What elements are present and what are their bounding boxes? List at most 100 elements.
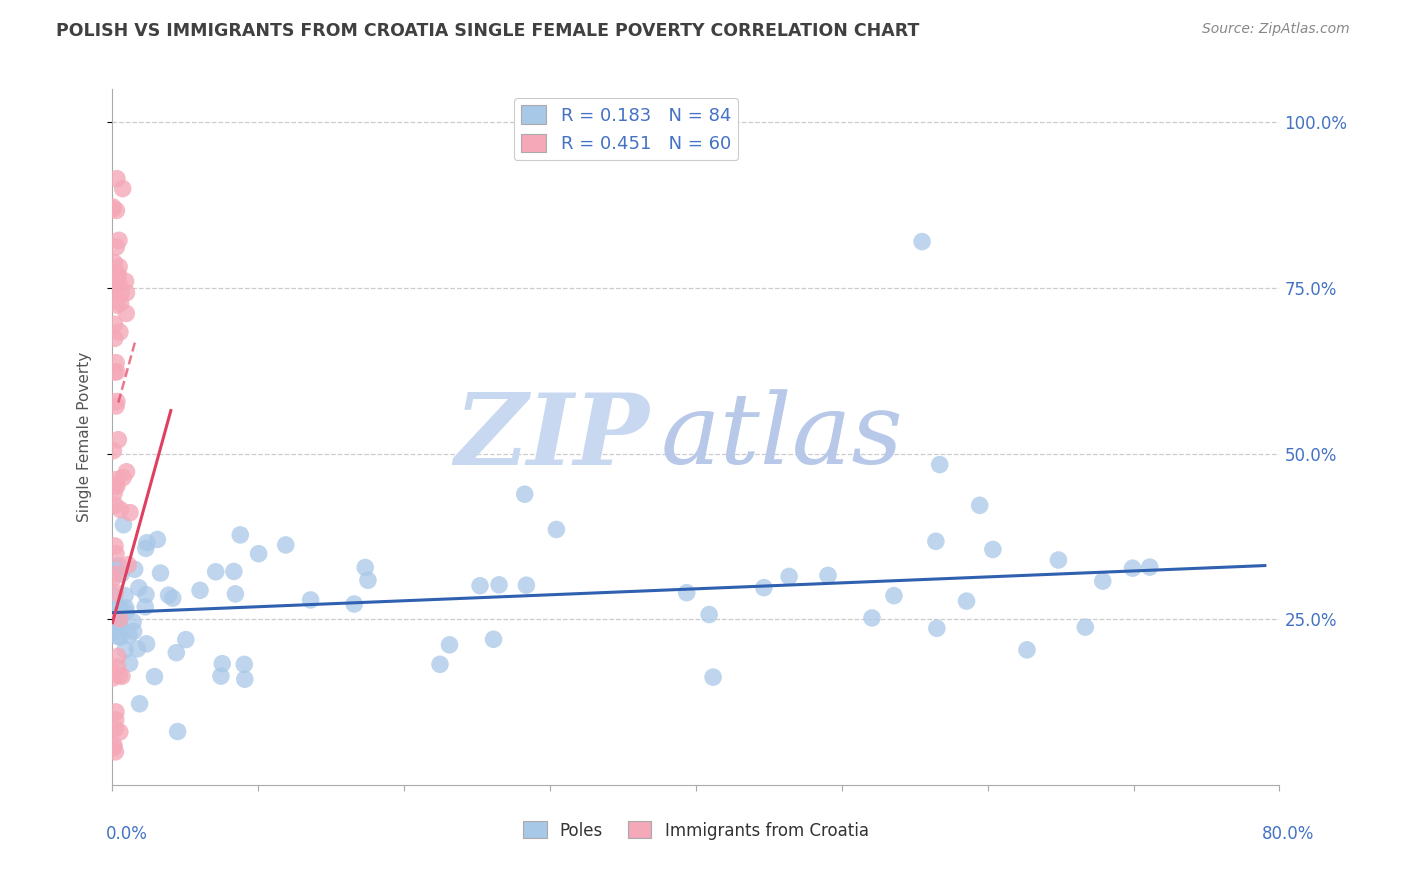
- Point: [104, 624, 127, 638]
- Point: [146, 533, 169, 547]
- Point: [128, 697, 150, 711]
- Point: [103, 443, 125, 458]
- Point: [110, 567, 132, 582]
- Point: [104, 498, 127, 512]
- Point: [357, 574, 380, 588]
- Point: [515, 578, 537, 592]
- Point: [101, 202, 124, 216]
- Point: [143, 670, 166, 684]
- Point: [104, 566, 127, 581]
- Point: [104, 271, 127, 285]
- Point: [114, 642, 136, 657]
- Point: [110, 285, 132, 300]
- Text: atlas: atlas: [661, 390, 904, 484]
- Point: [233, 672, 256, 686]
- Point: [188, 583, 211, 598]
- Point: [118, 628, 141, 642]
- Point: [107, 268, 129, 282]
- Point: [104, 585, 127, 599]
- Point: [105, 356, 128, 370]
- Point: [110, 502, 132, 516]
- Point: [108, 601, 131, 615]
- Legend: Poles, Immigrants from Croatia: Poles, Immigrants from Croatia: [516, 814, 876, 847]
- Point: [135, 588, 157, 602]
- Point: [752, 581, 775, 595]
- Point: [103, 365, 125, 379]
- Point: [105, 473, 128, 487]
- Point: [204, 565, 226, 579]
- Point: [928, 458, 950, 472]
- Point: [115, 306, 138, 320]
- Point: [439, 638, 461, 652]
- Point: [162, 591, 184, 606]
- Point: [778, 569, 800, 583]
- Point: [107, 277, 129, 291]
- Point: [981, 542, 1004, 557]
- Point: [104, 713, 127, 727]
- Point: [105, 479, 128, 493]
- Point: [105, 365, 128, 379]
- Point: [122, 624, 145, 639]
- Point: [112, 517, 135, 532]
- Point: [1122, 561, 1144, 575]
- Text: ZIP: ZIP: [454, 389, 650, 485]
- Point: [124, 562, 146, 576]
- Point: [103, 613, 125, 627]
- Point: [105, 705, 128, 719]
- Point: [107, 649, 129, 664]
- Point: [104, 589, 127, 603]
- Point: [108, 668, 131, 682]
- Point: [343, 597, 366, 611]
- Point: [1139, 560, 1161, 574]
- Point: [111, 669, 134, 683]
- Point: [104, 745, 127, 759]
- Point: [157, 588, 180, 602]
- Point: [122, 615, 145, 629]
- Point: [468, 579, 491, 593]
- Point: [101, 572, 124, 586]
- Point: [103, 665, 125, 680]
- Point: [1015, 643, 1038, 657]
- Point: [107, 660, 129, 674]
- Point: [105, 171, 128, 186]
- Text: POLISH VS IMMIGRANTS FROM CROATIA SINGLE FEMALE POVERTY CORRELATION CHART: POLISH VS IMMIGRANTS FROM CROATIA SINGLE…: [56, 22, 920, 40]
- Point: [101, 671, 124, 685]
- Point: [107, 630, 129, 644]
- Point: [103, 740, 125, 755]
- Point: [299, 593, 322, 607]
- Point: [697, 607, 720, 622]
- Point: [149, 566, 172, 580]
- Point: [104, 722, 127, 736]
- Point: [925, 534, 948, 549]
- Point: [969, 499, 991, 513]
- Point: [108, 725, 131, 739]
- Point: [114, 605, 136, 619]
- Point: [111, 181, 134, 195]
- Point: [209, 669, 232, 683]
- Point: [108, 325, 131, 339]
- Point: [105, 240, 128, 254]
- Point: [103, 560, 125, 574]
- Point: [165, 646, 187, 660]
- Point: [546, 523, 568, 537]
- Point: [247, 547, 270, 561]
- Text: 80.0%: 80.0%: [1263, 825, 1315, 843]
- Point: [211, 657, 233, 671]
- Point: [136, 535, 159, 549]
- Point: [103, 607, 125, 622]
- Point: [103, 317, 125, 331]
- Point: [702, 670, 724, 684]
- Point: [104, 478, 127, 492]
- Point: [817, 568, 839, 582]
- Point: [114, 589, 136, 603]
- Point: [104, 267, 127, 281]
- Point: [103, 284, 125, 298]
- Point: [174, 632, 197, 647]
- Point: [274, 538, 297, 552]
- Point: [229, 528, 252, 542]
- Point: [104, 539, 127, 553]
- Point: [955, 594, 977, 608]
- Point: [115, 465, 138, 479]
- Point: [110, 296, 132, 310]
- Point: [128, 581, 150, 595]
